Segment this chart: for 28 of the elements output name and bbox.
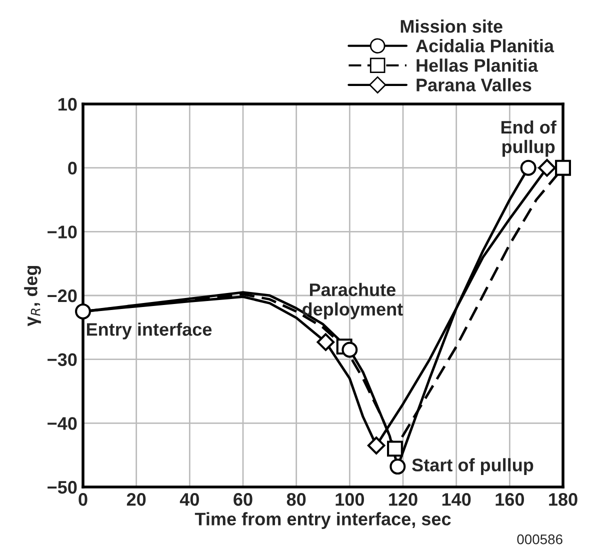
legend-label: Parana Valles <box>416 78 532 92</box>
legend-label: Hellas Planitia <box>416 58 538 72</box>
x-tick-label: 140 <box>442 493 471 506</box>
x-tick-label: 80 <box>286 493 306 506</box>
x-axis-title: Time from entry interface, sec <box>194 512 451 529</box>
annotation: End of pullup <box>501 120 556 157</box>
x-tick-label: 0 <box>78 493 88 506</box>
legend-label: Acidalia Planitia <box>416 39 554 52</box>
x-tick-label: 160 <box>496 493 524 506</box>
annotation: Start of pullup <box>412 458 534 475</box>
y-tick-label: 0 <box>68 162 77 175</box>
x-tick-label: 20 <box>126 493 146 506</box>
y-tick-label: −30 <box>48 353 77 366</box>
y-tick-label: 10 <box>58 98 77 111</box>
text: 000586 <box>517 534 562 544</box>
x-tick-label: 180 <box>549 493 578 506</box>
annotation: Parachute deployment <box>302 282 403 320</box>
annotation: Entry interface <box>86 322 212 340</box>
x-tick-label: 40 <box>180 493 199 506</box>
y-tick-label: −50 <box>48 480 77 494</box>
y-tick-label: −20 <box>48 289 77 302</box>
legend-title: Mission site <box>400 20 502 33</box>
y-tick-label: −10 <box>48 226 77 238</box>
y-axis-title: γ$_{R}$, deg <box>24 266 42 326</box>
y-tick-label: −40 <box>48 417 77 430</box>
x-tick-label: 120 <box>389 493 418 506</box>
x-tick-label: 100 <box>336 493 364 506</box>
x-tick-label: 60 <box>234 493 252 506</box>
